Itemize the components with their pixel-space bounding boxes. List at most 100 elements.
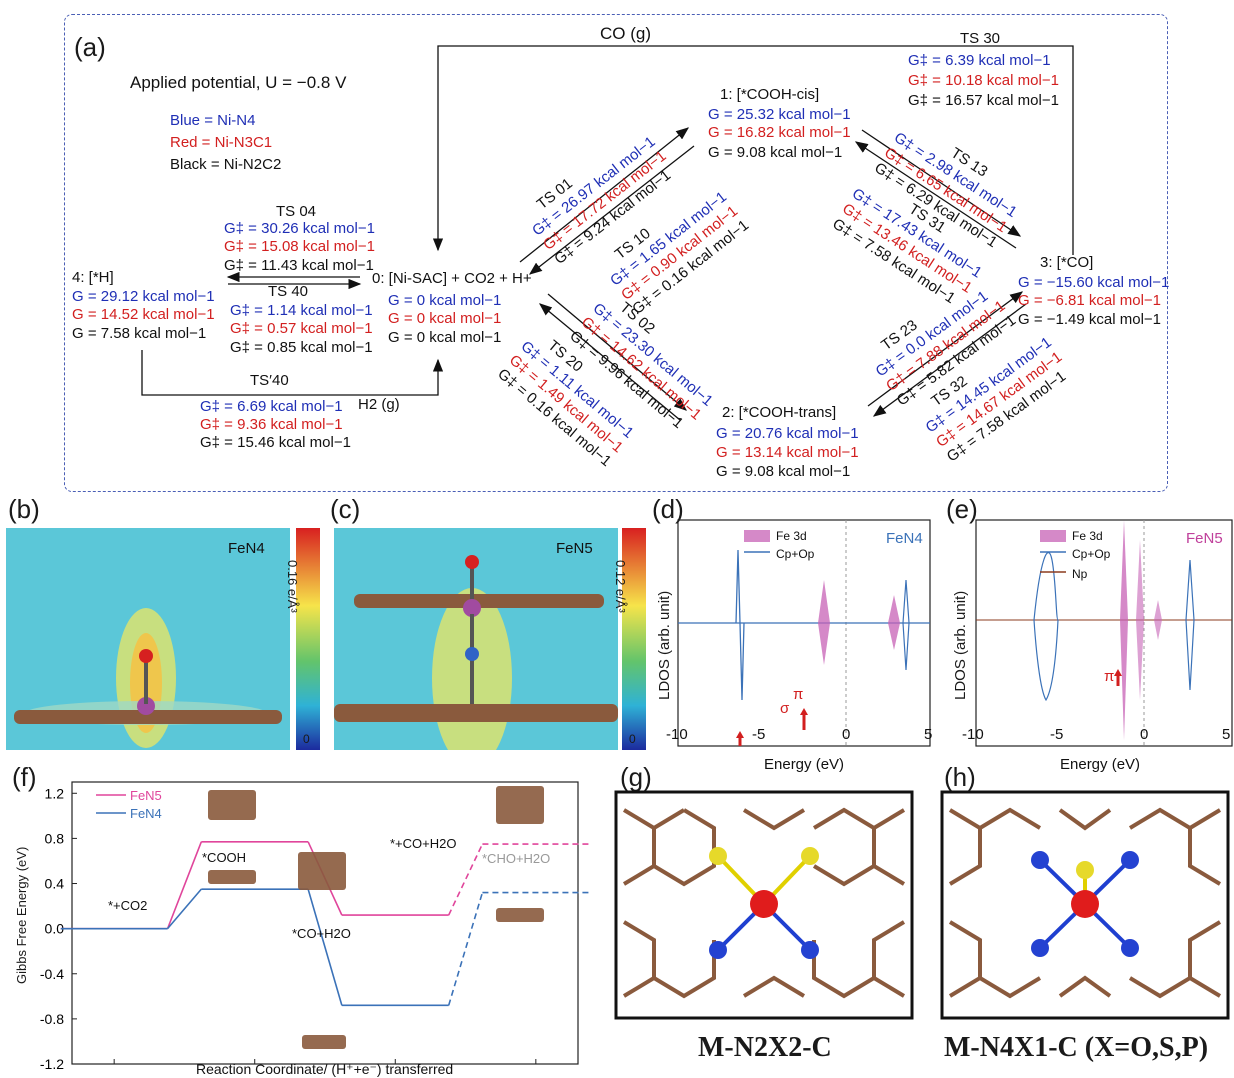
state4-g-blue: G = 29.12 kcal mol−1	[72, 288, 215, 305]
state1-g-red: G = 16.82 kcal mol−1	[708, 124, 851, 141]
structure-h	[940, 790, 1230, 1020]
sigma-label-d: σ	[780, 700, 790, 717]
ts04-g-black: G‡ = 11.43 kcal mol−1	[224, 257, 374, 274]
xtick-e-3: 5	[1222, 726, 1231, 743]
ytick-label-f: 1.2	[45, 785, 65, 801]
structure-g	[614, 790, 914, 1020]
scale-label-c: 0.12 e/Å³	[613, 560, 628, 613]
state3-label: 3: [*CO]	[1040, 254, 1094, 271]
annot-cho-h2o: *CHO+H2O	[482, 851, 551, 866]
ts40p-g-black: G‡ = 15.46 kcal mol−1	[200, 434, 351, 451]
state3-g-blue: G = −15.60 kcal mol−1	[1018, 274, 1170, 291]
energy-connector-fen5	[166, 841, 203, 929]
ytick-label-f: -0.8	[40, 1011, 64, 1027]
pi-label-d: π	[793, 686, 804, 703]
energy-connector-fen5	[447, 843, 484, 916]
legend-black: Black = Ni-N2C2	[170, 156, 282, 173]
state2-g-black: G = 9.08 kcal mol−1	[716, 463, 851, 480]
feN5-label-e: FeN5	[1186, 530, 1223, 547]
ts40-g-blue: G‡ = 1.14 kcal mol−1	[230, 302, 373, 319]
structure-thumbnails	[208, 786, 544, 1049]
zero-label-c: 0	[629, 732, 636, 746]
caption-g: M-N2X2-C	[698, 1032, 832, 1063]
ts40-g-black: G‡ = 0.85 kcal mol−1	[230, 339, 373, 356]
xtick-label-f: 3	[532, 1071, 540, 1073]
gibbs-energy-chart: -1.2 -0.8 -0.4 0.0 0.4 0.8 1.2 0 1 2 3	[40, 781, 590, 1073]
panel-h-letter: (h)	[944, 762, 976, 792]
ldos-chart-e	[975, 519, 1233, 747]
legend-feN4-f: FeN4	[130, 806, 162, 821]
panel-f-letter: (f)	[12, 762, 37, 792]
state2-g-blue: G = 20.76 kcal mol−1	[716, 425, 859, 442]
state4-label: 4: [*H]	[72, 269, 114, 286]
energy-connector-fen4	[166, 888, 202, 930]
state0-g-blue: G = 0 kcal mol−1	[388, 292, 502, 309]
ts30-label: TS 30	[960, 30, 1001, 47]
legend-swatch-fe3d-e	[1040, 530, 1066, 542]
annot-cooh: *COOH	[202, 850, 247, 865]
state3-g-red: G = −6.81 kcal mol−1	[1018, 292, 1161, 309]
ts40p-g-red: G‡ = 9.36 kcal mol−1	[200, 416, 343, 433]
ts40-g-red: G‡ = 0.57 kcal mol−1	[230, 320, 373, 337]
ts04-label: TS 04	[276, 203, 317, 220]
xtick-d-2: 0	[842, 726, 851, 743]
ts04-g-red: G‡ = 15.08 kcal mol−1	[224, 238, 375, 255]
legend-feN5-f: FeN5	[130, 788, 162, 803]
xtick-e-2: 0	[1140, 726, 1149, 743]
ylabel-f: Gibbs Free Energy (eV)	[14, 846, 29, 984]
xtick-d-1: -5	[752, 726, 766, 743]
legend-cpop-e: Cp+Op	[1072, 547, 1111, 561]
xtick-d-3: 5	[924, 726, 933, 743]
feN5-label-c: FeN5	[556, 540, 593, 557]
legend-fe3d-d: Fe 3d	[776, 529, 807, 543]
energy-connector-fen4	[307, 888, 343, 1006]
panel-c-letter: (c)	[330, 494, 361, 524]
state2-g-red: G = 13.14 kcal mol−1	[716, 444, 859, 461]
ts30-g-red: G‡ = 10.18 kcal mol−1	[908, 72, 1059, 89]
annot-co2: *+CO2	[108, 898, 148, 913]
xtick-label-f: 1	[251, 1071, 259, 1073]
feN5-structure-drawing	[334, 555, 618, 750]
ts40-label: TS 40	[268, 283, 309, 300]
xtick-d-0: -10	[666, 726, 688, 743]
legend-red: Red = Ni-N3C1	[170, 134, 273, 151]
state0-label: 0: [Ni-SAC] + CO2 + H+	[372, 270, 532, 287]
ts40p-label: TS′40	[250, 372, 289, 389]
colorbar-b	[296, 528, 320, 750]
state0-g-black: G = 0 kcal mol−1	[388, 329, 502, 346]
ytick-label-f: 0.8	[45, 830, 65, 846]
ts04-g-blue: G‡ = 30.26 kcal mol−1	[224, 220, 375, 237]
co-gas-label: CO (g)	[600, 24, 651, 43]
annot-plus-co-h2o: *+CO+H2O	[390, 836, 457, 851]
applied-potential: Applied potential, U = −0.8 V	[130, 73, 347, 92]
xtick-e-1: -5	[1050, 726, 1064, 743]
h2-gas-label: H2 (g)	[358, 396, 400, 413]
ytick-label-f: 0.0	[45, 921, 65, 937]
plot-frame-f	[71, 781, 579, 1065]
ts30-g-black: G‡ = 16.57 kcal mol−1	[908, 92, 1059, 109]
xlabel-e: Energy (eV)	[1060, 756, 1141, 773]
colorbar-c	[622, 528, 646, 750]
state4-g-black: G = 7.58 kcal mol−1	[72, 325, 207, 342]
ts30-g-blue: G‡ = 6.39 kcal mol−1	[908, 52, 1051, 69]
xlabel-d: Energy (eV)	[764, 756, 845, 773]
charge-density-map-feN5	[334, 528, 618, 750]
state0-g-red: G = 0 kcal mol−1	[388, 310, 502, 327]
pi-label-e: π	[1104, 668, 1115, 685]
state3-g-black: G = −1.49 kcal mol−1	[1018, 311, 1161, 328]
panel-a-frame	[64, 14, 1168, 492]
panel-b-letter: (b)	[8, 494, 40, 524]
panel-e-letter: (e)	[946, 494, 978, 524]
state1-g-black: G = 9.08 kcal mol−1	[708, 144, 843, 161]
legend-swatch-fe3d-d	[744, 530, 770, 542]
annot-co-h2o: *CO+H2O	[292, 926, 351, 941]
feN4-label-d: FeN4	[886, 530, 923, 547]
caption-h: M-N4X1-C (X=O,S,P)	[944, 1032, 1209, 1063]
legend-np-e: Np	[1072, 567, 1088, 581]
state1-label: 1: [*COOH-cis]	[720, 86, 820, 103]
charge-density-map-feN4	[6, 528, 290, 750]
state1-g-blue: G = 25.32 kcal mol−1	[708, 106, 851, 123]
state2-label: 2: [*COOH-trans]	[722, 404, 837, 421]
panel-g-letter: (g)	[620, 762, 652, 792]
feN4-label-b: FeN4	[228, 540, 265, 557]
